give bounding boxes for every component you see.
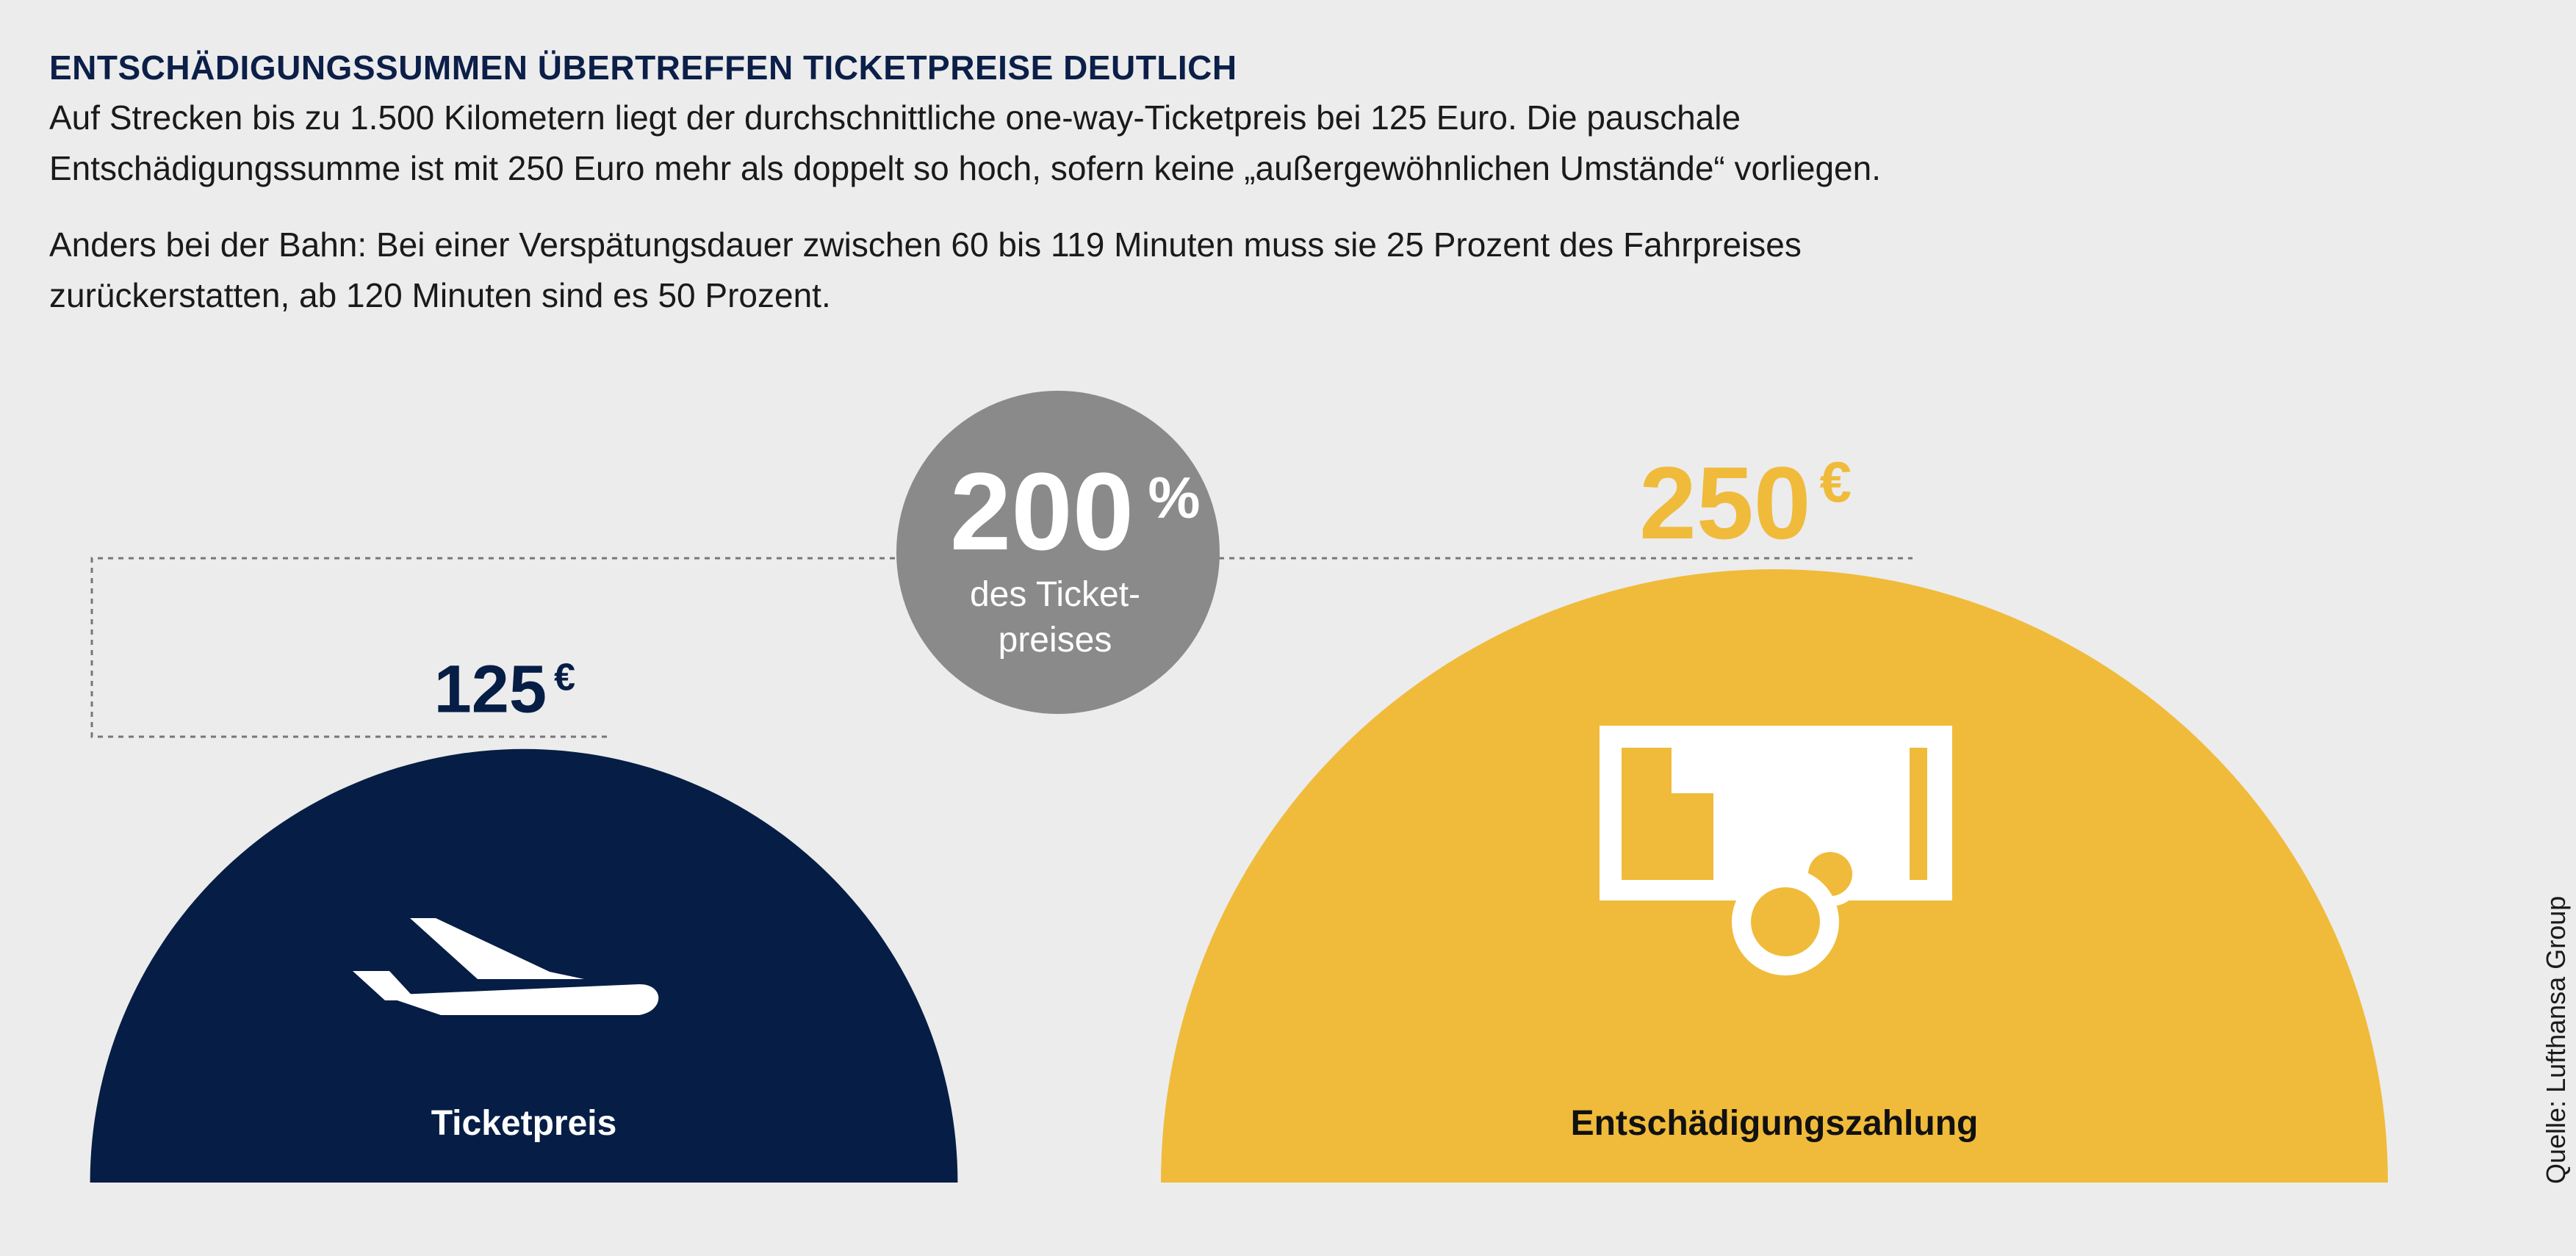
intro-paragraph: Auf Strecken bis zu 1.500 Kilometern lie… [49, 93, 2180, 194]
value-label-entschaedigung: 250 € [1639, 445, 1852, 560]
header: ENTSCHÄDIGUNGSSUMMEN ÜBERTREFFEN TICKETP… [49, 43, 2180, 321]
euro-unit: € [1820, 450, 1852, 514]
comparison-label-line1: des Ticket- [970, 575, 1140, 614]
value-number: 250 [1639, 445, 1811, 560]
comparison-bracket [90, 557, 1913, 738]
value-label-ticketpreis: 125 € [434, 652, 575, 727]
intro-line-1: Auf Strecken bis zu 1.500 Kilometern lie… [49, 98, 1741, 137]
comparison-unit: % [1148, 465, 1200, 530]
category-label-ticketpreis: Ticketpreis [431, 1104, 617, 1143]
airplane-icon [353, 918, 659, 1015]
intro-line-2: Entschädigungssumme ist mit 250 Euro meh… [49, 149, 1881, 187]
ticket-coin-icon [1600, 726, 1952, 975]
comparison-circle [896, 391, 1220, 714]
category-label-entschaedigung: Entschädigungszahlung [1571, 1104, 1979, 1143]
euro-unit: € [554, 657, 575, 699]
comparison-label-line2: preises [999, 621, 1112, 660]
headline: ENTSCHÄDIGUNGSSUMMEN ÜBERTREFFEN TICKETP… [49, 48, 1237, 87]
rail-line-1: Anders bei der Bahn: Bei einer Verspätun… [49, 225, 1802, 264]
comparison-badge: 200 % des Ticket- preises [896, 391, 1220, 714]
rail-paragraph: Anders bei der Bahn: Bei einer Verspätun… [49, 220, 2180, 321]
rail-line-2: zurückerstatten, ab 120 Minuten sind es … [49, 276, 831, 314]
comparison-value: 200 [950, 450, 1134, 573]
source-note: Quelle: Lufthansa Group [2541, 895, 2571, 1184]
value-number: 125 [434, 652, 547, 727]
